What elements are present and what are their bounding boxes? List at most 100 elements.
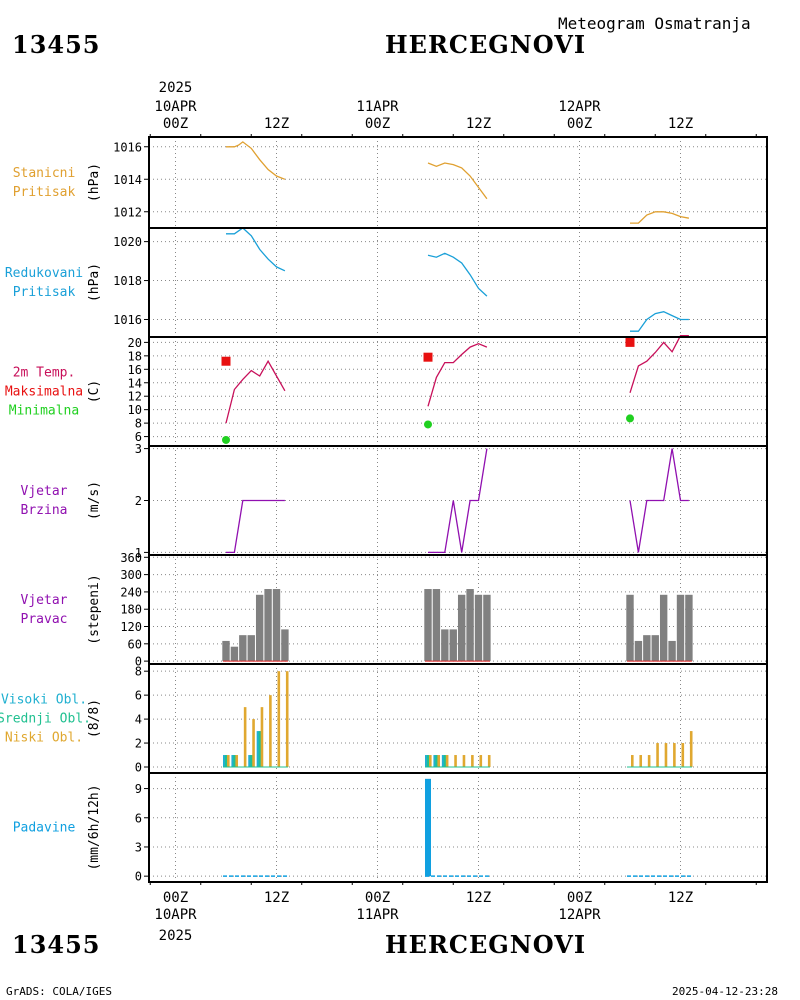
panel-label: Pritisak [13,185,76,200]
cloud-bar [441,755,445,768]
top-time-label: 00Z [163,116,188,132]
cloud-bar [256,731,260,768]
y-tick-label: 16 [128,363,142,377]
y-axis-label: (mm/6h/12h) [87,784,102,870]
series-line [629,448,689,553]
station-id-bottom: 13455 [12,930,101,959]
panel-label: 2m Temp. [13,366,76,381]
wind-direction-bar [255,594,264,662]
cloud-bar [233,755,237,768]
cloud-bar [664,743,668,768]
top-time-label: 12Z [466,116,491,132]
cloud-bar [454,755,457,768]
panel-label: Redukovani [5,266,83,281]
wind-direction-bar [651,635,659,662]
y-axis-label: (hPa) [87,163,102,202]
y-tick-label: 20 [128,336,142,350]
y-tick-label: 1 [135,546,142,560]
panel-label: Brzina [21,503,68,518]
cloud-bar [248,755,251,768]
wind-direction-bar [239,635,247,662]
y-tick-label: 1020 [113,235,142,249]
cloud-bar [427,755,430,768]
series-line [629,335,689,393]
wind-direction-bar [230,646,239,662]
y-tick-label: 300 [120,568,142,582]
footer-timestamp: 2025-04-12-23:28 [672,985,778,998]
panel-redukovani-pritisak: 1016 1018 1020 (hPa) Redukovani Pritisak [5,227,767,337]
wind-direction-bar [676,594,685,662]
cloud-bar [269,695,272,768]
cloud-bar [435,755,439,768]
y-tick-label: 1016 [113,140,142,154]
wind-direction-bar [626,594,634,662]
y-tick-label: 6 [135,430,142,444]
panel-label: Maksimalna [5,385,83,400]
wind-direction-bar [222,640,230,662]
series-line [630,311,689,332]
cloud-bar [252,719,255,768]
y-tick-label: 8 [135,417,142,431]
y-tick-label: 3 [135,840,142,854]
cloud-bar [462,755,466,768]
bottom-time-label: 12Z [466,890,491,906]
y-axis-label: (m/s) [87,481,102,520]
bottom-time-label: 11APR [356,907,399,923]
year-label-bottom: 2025 [159,928,193,944]
series-line [427,162,488,200]
bottom-time-label: 00Z [163,890,188,906]
cloud-bar [681,743,685,768]
tmin-marker [424,420,432,429]
y-tick-label: 1012 [113,205,142,219]
y-tick-label: 60 [128,637,142,651]
top-time-label: 12Z [668,116,693,132]
bottom-time-label: 12Z [668,890,693,906]
panel-label: Padavine [13,821,76,836]
top-time-label: 11APR [356,99,399,115]
series-line [428,448,488,554]
y-tick-label: 120 [120,620,142,634]
y-tick-label: 14 [128,376,142,390]
panel-label: Minimalna [9,404,79,419]
tmin-marker [222,435,230,444]
bottom-time-label: 12Z [264,890,289,906]
series-line [427,252,488,297]
cloud-bar [231,755,235,768]
y-tick-label: 1016 [113,313,142,327]
precip-bar [425,778,431,877]
cloud-bar [445,755,449,768]
bottom-time-label: 12APR [558,907,601,923]
y-axis-label: (hPa) [87,263,102,302]
cloud-bar [250,755,253,768]
station-id-top: 13455 [12,30,101,59]
tmax-marker [221,356,231,366]
cloud-bar [471,755,474,768]
top-time-label: 00Z [567,116,592,132]
wind-direction-bar [441,629,449,662]
bottom-time-label: 10APR [154,907,197,923]
wind-direction-bar [264,589,272,662]
panel-label: Visoki Obl. [1,693,87,708]
cloud-bar [656,743,659,768]
y-tick-label: 18 [128,349,142,363]
station-name-bottom: HERCEGNOVI [385,930,587,959]
wind-direction-bar [272,589,281,662]
y-axis-label: (stepeni) [87,574,102,644]
y-tick-label: 10 [128,403,142,417]
wind-direction-bar [659,594,668,662]
panel-stanicni-pritisak: 1012 1014 1016 (hPa) Stanicni Pritisak [13,137,767,228]
wind-direction-bar [247,635,255,662]
wind-direction-bar [424,589,432,662]
y-tick-label: 9 [135,782,142,796]
y-tick-label: 1018 [113,274,142,288]
panel-vjetar-pravac: 0 60 120 180 240 300 360 (stepeni) Vjetar Pravac [21,551,767,669]
cloud-bar [689,731,693,768]
wind-direction-bar [634,640,643,662]
top-time-label: 00Z [365,116,390,132]
station-name-top: HERCEGNOVI [385,30,587,59]
top-time-label: 12Z [264,116,289,132]
y-tick-label: 360 [120,551,142,565]
wind-direction-bar [449,629,457,662]
